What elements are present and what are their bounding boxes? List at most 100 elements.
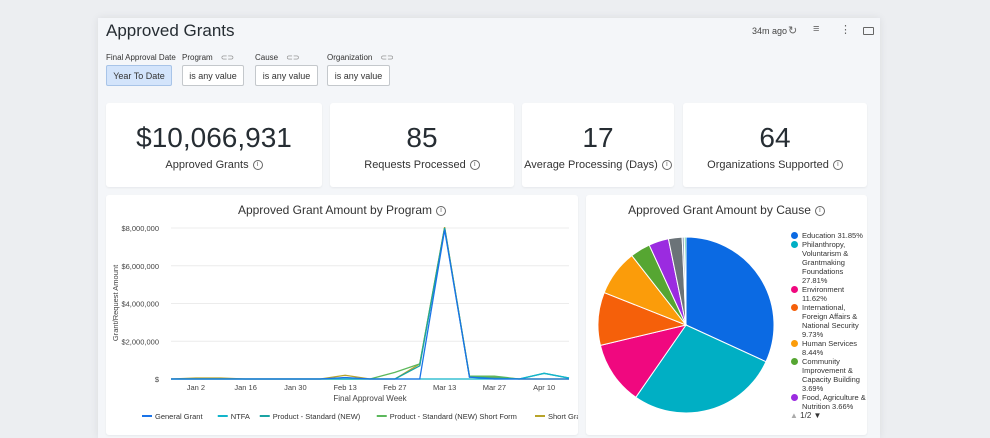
legend-percent: 27.81% [802,276,828,285]
filter-label: Program ⊂⊃ [182,53,235,62]
folder-icon[interactable] [863,27,874,35]
kpi-card: 85 Requests Processed i [330,103,514,187]
info-icon[interactable]: i [436,205,447,216]
link-icon: ⊂⊃ [220,53,235,62]
info-icon[interactable]: i [832,160,843,171]
kpi-value: $10,066,931 [136,122,292,153]
pie-legend: Education 31.85% Philanthropy, Voluntaris… [791,231,867,409]
pie-slice [683,236,687,326]
kpi-value: 64 [759,122,791,153]
filter-button[interactable]: is any value [255,65,318,86]
legend-label: International, Foreign Affairs & Nationa… [802,303,859,330]
legend-label: Human Services [802,339,858,348]
kpi-value: 85 [406,122,438,153]
legend-label: Product - Standard (NEW) [273,412,361,421]
legend-label: Education [802,231,836,240]
more-vert-icon[interactable]: ⋮ [840,24,851,36]
y-tick-label: $2,000,000 [121,337,159,346]
legend-item[interactable]: Food, Agriculture & Nutrition 3.66% [791,393,867,409]
filter-button[interactable]: is any value [327,65,390,86]
legend-item[interactable]: Education 31.85% [791,231,867,240]
legend-percent: 9.73% [802,330,824,339]
filter-label: Cause ⊂⊃ [255,53,300,62]
kpi-label: Average Processing (Days) [524,159,658,171]
pie-chart [597,236,775,414]
x-tick-label: Feb 13 [333,383,356,392]
x-tick-label: Feb 27 [383,383,406,392]
legend-swatch [791,232,798,239]
legend-percent: 31.85% [837,231,863,240]
legend-percent: 3.66% [832,402,854,409]
kpi-card: $10,066,931 Approved Grants i [106,103,322,187]
y-tick-label: $ [155,375,160,384]
y-tick-label: $8,000,000 [121,224,159,233]
legend-item[interactable]: Environment 11.62% [791,285,867,303]
pie-slice [685,236,775,363]
line-chart: $ $2,000,000 $4,000,000 $6,000,000 $8,000,00… [111,224,578,421]
filter-button[interactable]: is any value [182,65,244,86]
legend-item: Product - Standard (NEW) [259,412,361,421]
legend-item: Short Grant [535,412,578,421]
info-icon[interactable]: i [469,160,480,171]
legend-swatch [791,358,798,365]
legend-swatch [791,286,798,293]
link-icon: ⊂⊃ [286,53,300,62]
last-updated: 34m ago [752,26,788,36]
legend-label: General Grant [155,412,203,421]
legend-item[interactable]: Human Services 8.44% [791,339,867,357]
legend-item[interactable]: International, Foreign Affairs & Nationa… [791,303,867,339]
legend-item: Product - Standard (NEW) Short Form [376,412,517,421]
legend-percent: 3.69% [802,384,824,393]
legend-swatch [791,340,798,347]
legend-label: Food, Agriculture & Nutrition [802,393,866,409]
legend-pager[interactable]: ▲ 1/2 ▼ [790,411,822,420]
legend-swatch [791,241,798,248]
chart-title: Approved Grant Amount by Cause [628,203,811,217]
legend-label: NTFA [231,412,250,421]
legend-label: Product - Standard (NEW) Short Form [390,412,517,421]
chart-title: Approved Grant Amount by Program [237,203,433,217]
kpi-card: 64 Organizations Supported i [683,103,867,187]
legend-swatch [791,304,798,311]
filter-label: Final Approval Date [106,53,176,62]
info-icon[interactable]: i [814,205,825,216]
info-icon[interactable]: i [661,160,672,171]
x-tick-label: Jan 30 [284,383,307,392]
x-tick-label: Jan 2 [187,383,205,392]
page-down-icon[interactable]: ▼ [813,411,822,420]
legend-label: Community Improvement & Capacity Buildin… [802,357,860,384]
legend-item[interactable]: Community Improvement & Capacity Buildin… [791,357,867,393]
legend-label: Environment [802,285,845,294]
x-axis-title: Final Approval Week [333,394,407,403]
legend-item: NTFA [217,412,250,421]
refresh-icon[interactable]: ↻ [788,25,798,37]
page-up-icon[interactable]: ▲ [790,411,798,420]
legend-percent: 8.44% [802,348,824,357]
page-title: Approved Grants [106,21,235,40]
legend-item[interactable]: Philanthropy, Voluntarism & Grantmaking … [791,240,867,285]
filter-label: Organization ⊂⊃ [327,53,394,62]
y-axis-title: Grant/Request Amount [111,264,120,341]
x-tick-label: Mar 27 [483,383,506,392]
legend-label: Short Grant [548,412,578,421]
filter-icon[interactable]: ≡ [813,23,820,35]
x-tick-label: Mar 13 [433,383,456,392]
pie-slice [599,324,688,398]
x-tick-label: Apr 10 [533,383,555,392]
kpi-label: Requests Processed [364,159,466,171]
info-icon[interactable]: i [252,160,263,171]
x-tick-label: Jan 16 [234,383,257,392]
legend-label: Philanthropy, Voluntarism & Grantmaking … [802,240,849,276]
y-tick-label: $4,000,000 [121,300,159,309]
filter-button[interactable]: Year To Date [106,65,172,86]
kpi-card: 17 Average Processing (Days) i [522,103,674,187]
y-tick-label: $6,000,000 [121,262,159,271]
pie-slice [635,324,767,414]
series-line [171,229,569,380]
kpi-value: 17 [582,122,614,153]
kpi-label: Organizations Supported [707,159,829,171]
legend-swatch [791,394,798,401]
program-chart-card: Approved Grant Amount by Program i $ $2,00… [106,195,578,435]
kpi-label: Approved Grants [165,159,249,171]
link-icon: ⊂⊃ [380,53,394,62]
